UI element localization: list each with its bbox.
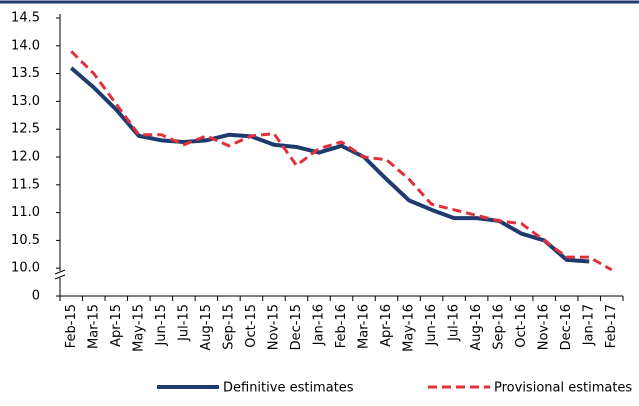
x-tick-label: Jun-16 — [424, 304, 439, 347]
x-tick-label: Dec-16 — [559, 304, 574, 350]
x-tick-label: Aug-15 — [199, 304, 214, 351]
y-tick-label: 11.5 — [11, 177, 40, 192]
x-tick-label: Oct-16 — [514, 304, 529, 348]
y-tick-label: 10.0 — [11, 261, 40, 276]
x-tick-label: Apr-16 — [379, 304, 394, 347]
x-tick-label: Jan-17 — [582, 304, 597, 346]
y-tick-label: 11.0 — [11, 205, 40, 220]
legend-label: Provisional estimates — [494, 381, 632, 396]
y-tick-label: 12.5 — [11, 122, 40, 137]
x-tick-label: Aug-16 — [469, 304, 484, 351]
series-line — [70, 50, 613, 272]
x-tick-label: May-15 — [131, 304, 146, 352]
x-tick-label: Nov-16 — [537, 304, 552, 350]
y-tick-label: 14.5 — [11, 11, 40, 26]
y-tick-label: 14.0 — [11, 38, 40, 53]
axis-break — [54, 269, 66, 275]
x-tick-label: Mar-16 — [357, 304, 372, 349]
x-tick-label: Feb-17 — [604, 304, 619, 348]
series-line — [69, 66, 590, 264]
x-tick-label: Jun-15 — [154, 304, 169, 347]
x-tick-label: Jan-16 — [311, 304, 326, 346]
x-tick-label: Sep-15 — [221, 304, 236, 350]
axis-break-gap — [54, 271, 66, 278]
x-tick-label: Feb-16 — [334, 304, 349, 348]
x-tick-label: May-16 — [402, 304, 417, 352]
x-tick-label: Feb-15 — [64, 304, 79, 348]
x-tick-label: Apr-15 — [109, 304, 124, 347]
y-tick-label: 13.5 — [11, 66, 40, 81]
y-tick-label: 13.0 — [11, 94, 40, 109]
x-tick-label: Dec-15 — [289, 304, 304, 350]
x-tick-label: Mar-15 — [86, 304, 101, 349]
x-tick-label: Oct-15 — [244, 304, 259, 348]
legend-label: Definitive estimates — [223, 381, 354, 396]
x-tick-label: Sep-16 — [492, 304, 507, 350]
x-tick-label: Nov-15 — [266, 304, 281, 350]
x-tick-label: Jul-16 — [447, 304, 462, 342]
x-tick-label: Jul-15 — [176, 304, 191, 342]
axis-break — [54, 274, 66, 280]
y-tick-label: 10.5 — [11, 233, 40, 248]
y-tick-label: 0 — [32, 289, 40, 304]
y-tick-label: 12.0 — [11, 150, 40, 165]
